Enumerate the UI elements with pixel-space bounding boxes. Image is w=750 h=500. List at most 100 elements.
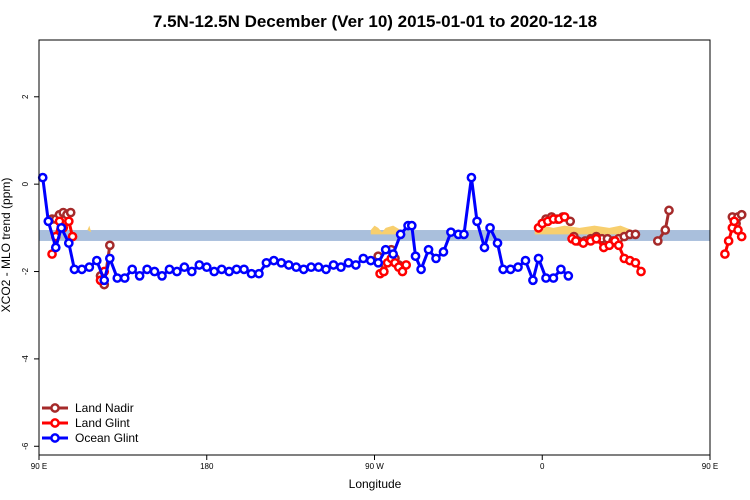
data-point: [328, 260, 339, 270]
data-point: [556, 264, 566, 275]
data-point: [276, 257, 287, 268]
data-point: [164, 264, 175, 275]
data-point: [69, 264, 80, 275]
data-point: [720, 249, 730, 259]
data-point: [77, 264, 87, 275]
y-tick-label: 0: [21, 181, 30, 186]
data-point: [306, 262, 316, 273]
data-point: [373, 257, 384, 268]
chart-title: 7.5N-12.5N December (Ver 10) 2015-01-01 …: [153, 12, 597, 31]
x-tick-label: 90 W: [365, 462, 384, 471]
land-mask-shape-0: [370, 225, 405, 235]
data-point: [520, 255, 531, 266]
legend-label: Ocean Glint: [75, 431, 139, 445]
data-point: [112, 273, 123, 283]
data-point: [246, 268, 257, 279]
data-point: [380, 244, 391, 255]
data-point: [231, 264, 242, 275]
data-point: [479, 242, 490, 253]
x-tick-label: 90 E: [702, 462, 718, 471]
data-point: [351, 260, 361, 270]
data-point: [438, 247, 449, 257]
data-point: [723, 236, 734, 246]
data-point: [336, 262, 346, 273]
data-point: [466, 172, 477, 183]
data-point: [104, 240, 115, 251]
data-point: [56, 222, 67, 233]
data-point: [578, 238, 589, 248]
data-point: [378, 266, 389, 277]
data-point: [194, 260, 205, 270]
legend-marker: [50, 418, 60, 428]
data-point: [224, 266, 234, 277]
land-mask-shape-1: [534, 225, 636, 235]
data-point: [591, 233, 602, 244]
data-point: [416, 264, 426, 275]
data-point: [283, 260, 294, 270]
data-point: [505, 264, 516, 275]
data-point: [216, 264, 227, 275]
legend-label: Land Nadir: [75, 401, 134, 415]
data-point: [37, 172, 48, 183]
data-point: [358, 253, 369, 264]
data-point: [492, 238, 503, 248]
y-axis: 2 0 -2 -4 -6: [21, 94, 39, 450]
data-point: [261, 257, 272, 268]
reference-band: [39, 230, 710, 241]
data-point: [652, 236, 663, 246]
data-point: [431, 253, 441, 264]
data-point: [423, 244, 434, 255]
land-mask-shape-2: [87, 225, 92, 233]
legend-entry: Ocean Glint: [42, 431, 139, 445]
data-point: [63, 216, 74, 227]
data-point: [298, 264, 309, 275]
data-point: [149, 266, 160, 277]
data-point: [533, 253, 544, 264]
data-point: [321, 264, 331, 275]
data-point: [613, 240, 624, 251]
y-tick-label: -4: [21, 355, 30, 363]
data-point: [736, 209, 747, 220]
data-point: [104, 253, 115, 264]
data-point: [239, 264, 249, 275]
data-point: [343, 257, 354, 268]
x-tick-label: 0: [540, 462, 545, 471]
data-point: [736, 231, 747, 242]
data-point: [50, 242, 61, 253]
data-point: [209, 266, 220, 277]
data-point: [570, 236, 581, 246]
data-point: [630, 257, 641, 268]
series-layer: [37, 172, 747, 290]
data-point: [541, 273, 551, 283]
data-point: [660, 225, 671, 235]
data-point: [410, 251, 421, 262]
data-point: [548, 273, 559, 283]
data-point: [664, 205, 674, 216]
data-point: [472, 216, 482, 227]
data-point: [127, 264, 138, 275]
legend-marker: [50, 403, 60, 413]
legend-entry: Land Glint: [42, 416, 130, 430]
series-ocean-glint: [37, 172, 574, 286]
data-point: [365, 255, 376, 266]
data-point: [63, 238, 74, 248]
data-point: [172, 266, 182, 277]
data-point: [395, 229, 406, 240]
data-point: [99, 275, 110, 286]
data-point: [630, 229, 641, 240]
legend-label: Land Glint: [75, 416, 130, 430]
data-point: [179, 262, 190, 273]
data-point: [485, 222, 495, 233]
data-point: [388, 249, 398, 259]
data-point: [186, 266, 197, 277]
data-point: [91, 255, 102, 266]
x-axis-label: Longitude: [349, 477, 402, 491]
data-point: [406, 220, 417, 231]
data-point: [563, 271, 574, 281]
data-point: [498, 264, 508, 275]
land-mask: [87, 225, 636, 235]
data-point: [119, 273, 130, 283]
data-point: [528, 275, 538, 286]
